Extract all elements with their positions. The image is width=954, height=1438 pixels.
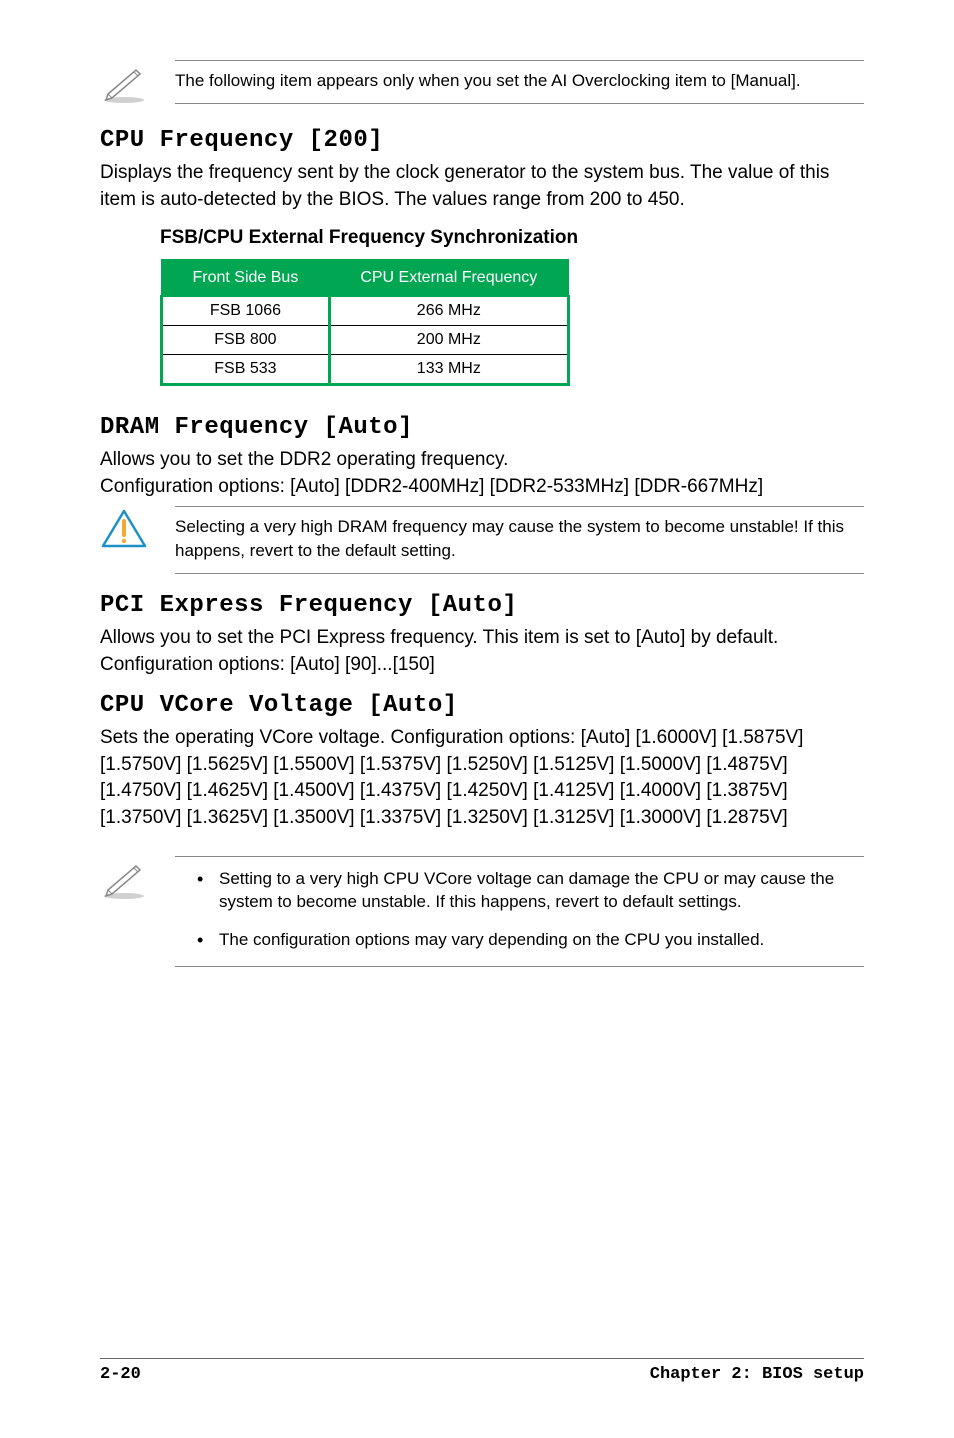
cpu-frequency-body: Displays the frequency sent by the clock… bbox=[100, 160, 864, 213]
vcore-note-bullet-1: Setting to a very high CPU VCore voltage… bbox=[197, 867, 864, 915]
dram-warning-text: Selecting a very high DRAM frequency may… bbox=[175, 506, 864, 574]
fsb-bus-cell: FSB 800 bbox=[162, 326, 330, 355]
fsb-col2-header: CPU External Frequency bbox=[329, 260, 568, 296]
note-block: The following item appears only when you… bbox=[100, 60, 864, 109]
table-row: FSB 1066 266 MHz bbox=[162, 296, 569, 326]
cpu-vcore-heading: CPU VCore Voltage [Auto] bbox=[100, 692, 864, 719]
table-row: FSB 533 133 MHz bbox=[162, 355, 569, 385]
vcore-note-text: Setting to a very high CPU VCore voltage… bbox=[175, 856, 864, 967]
page-number: 2-20 bbox=[100, 1365, 141, 1384]
note-text: The following item appears only when you… bbox=[175, 60, 864, 104]
pencil-icon bbox=[100, 856, 150, 905]
pci-express-heading: PCI Express Frequency [Auto] bbox=[100, 592, 864, 619]
table-row: FSB 800 200 MHz bbox=[162, 326, 569, 355]
pencil-icon bbox=[100, 60, 150, 109]
pci-express-body: Allows you to set the PCI Express freque… bbox=[100, 625, 864, 678]
fsb-bus-cell: FSB 533 bbox=[162, 355, 330, 385]
fsb-bus-cell: FSB 1066 bbox=[162, 296, 330, 326]
vcore-note-bullet-2: The configuration options may vary depen… bbox=[197, 928, 864, 952]
fsb-freq-cell: 133 MHz bbox=[329, 355, 568, 385]
note-block: Setting to a very high CPU VCore voltage… bbox=[100, 856, 864, 967]
warning-block: Selecting a very high DRAM frequency may… bbox=[100, 506, 864, 574]
page-footer: 2-20 Chapter 2: BIOS setup bbox=[100, 1358, 864, 1384]
fsb-table-heading: FSB/CPU External Frequency Synchronizati… bbox=[160, 227, 864, 249]
fsb-freq-cell: 200 MHz bbox=[329, 326, 568, 355]
warning-icon bbox=[100, 506, 150, 555]
fsb-freq-cell: 266 MHz bbox=[329, 296, 568, 326]
fsb-col1-header: Front Side Bus bbox=[162, 260, 330, 296]
cpu-vcore-body: Sets the operating VCore voltage. Config… bbox=[100, 725, 864, 831]
dram-frequency-body: Allows you to set the DDR2 operating fre… bbox=[100, 447, 864, 500]
chapter-title: Chapter 2: BIOS setup bbox=[650, 1365, 864, 1384]
dram-frequency-heading: DRAM Frequency [Auto] bbox=[100, 414, 864, 441]
fsb-frequency-table: Front Side Bus CPU External Frequency FS… bbox=[160, 259, 570, 386]
cpu-frequency-heading: CPU Frequency [200] bbox=[100, 127, 864, 154]
